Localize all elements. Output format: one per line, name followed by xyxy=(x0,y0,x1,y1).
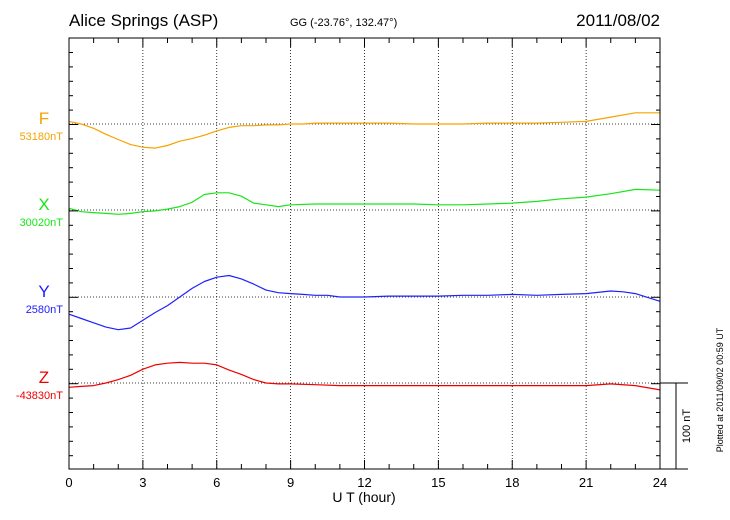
series-name-y: Y xyxy=(38,282,49,301)
series-line-f xyxy=(68,112,660,149)
x-tick-label: 24 xyxy=(653,475,667,490)
chart-date: 2011/08/02 xyxy=(576,11,660,30)
grid-lines xyxy=(69,38,660,469)
series-baseline-y: 2580nT xyxy=(26,304,64,316)
station-coordinates: GG (-23.76°, 132.47°) xyxy=(290,17,397,29)
x-tick-label: 21 xyxy=(579,475,593,490)
chart-title: Alice Springs (ASP) xyxy=(69,11,218,30)
plotted-timestamp: Plotted at 2011/09/02 00:59 UT xyxy=(715,327,725,452)
x-tick-label: 6 xyxy=(213,475,220,490)
series-baseline-x: 30020nT xyxy=(20,217,64,229)
x-tick-label: 3 xyxy=(139,475,146,490)
x-axis-label: U T (hour) xyxy=(332,489,395,505)
series-name-z: Z xyxy=(39,368,49,387)
series-lines xyxy=(68,112,661,391)
x-tick-label: 18 xyxy=(505,475,519,490)
x-tick-label: 15 xyxy=(431,475,445,490)
x-tick-label: 12 xyxy=(357,475,371,490)
series-line-z xyxy=(68,361,661,391)
series-line-y xyxy=(68,274,661,331)
axis-ticks: 0 3 6 9 12 15 18 21 24 xyxy=(65,38,667,490)
series-name-x: X xyxy=(38,195,49,214)
x-tick-label: 0 xyxy=(65,475,72,490)
scale-bar: 100 nT xyxy=(660,382,693,470)
series-labels: F 53180nT X 30020nT Y 2580nT Z -43830nT xyxy=(16,109,63,402)
x-tick-label: 9 xyxy=(287,475,294,490)
series-baseline-z: -43830nT xyxy=(16,390,63,402)
series-line-x xyxy=(68,188,661,215)
scale-bar-label: 100 nT xyxy=(681,409,693,444)
series-baseline-f: 53180nT xyxy=(20,131,64,143)
series-name-f: F xyxy=(39,109,49,128)
